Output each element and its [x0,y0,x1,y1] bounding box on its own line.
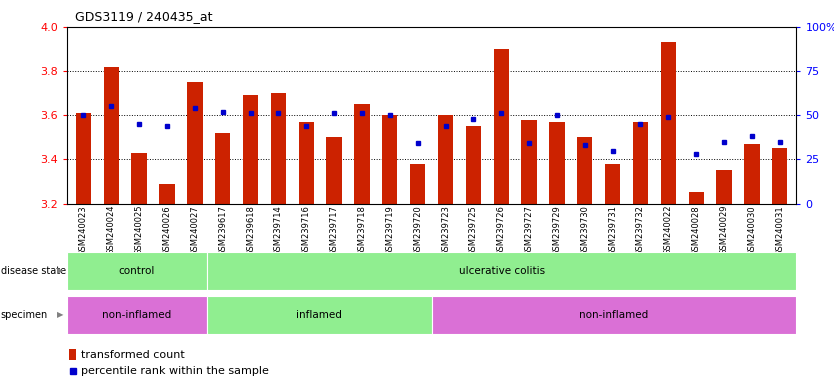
Bar [577,137,592,204]
Bar [187,82,203,204]
Bar [431,296,796,334]
Bar [132,153,147,204]
Text: disease state: disease state [1,266,66,276]
Bar [661,42,676,204]
Text: ▶: ▶ [57,310,63,319]
Bar [744,144,760,204]
Bar [494,49,509,204]
Bar [550,122,565,204]
Text: inflamed: inflamed [296,310,342,320]
Bar [326,137,342,204]
Bar [67,252,207,290]
Bar [207,252,796,290]
Bar [410,164,425,204]
Bar [67,296,207,334]
Text: transformed count: transformed count [81,349,185,359]
Bar [299,122,314,204]
Text: ▶: ▶ [57,266,63,275]
Bar [354,104,369,204]
Text: percentile rank within the sample: percentile rank within the sample [81,366,269,376]
Bar [521,119,537,204]
Text: non-inflamed: non-inflamed [580,310,649,320]
Bar [382,115,398,204]
Bar [271,93,286,204]
Bar [438,115,453,204]
Bar [159,184,174,204]
Text: non-inflamed: non-inflamed [103,310,172,320]
Bar [605,164,620,204]
Text: control: control [118,266,155,276]
Text: specimen: specimen [1,310,48,320]
Bar [633,122,648,204]
Bar [465,126,481,204]
Bar [76,113,91,204]
Bar [103,66,119,204]
Bar [689,192,704,204]
Text: GDS3119 / 240435_at: GDS3119 / 240435_at [75,10,213,23]
Bar [243,95,259,204]
Bar [68,349,76,360]
Text: ulcerative colitis: ulcerative colitis [459,266,545,276]
Bar [207,296,432,334]
Bar [772,148,787,204]
Bar [215,133,230,204]
Bar [716,170,731,204]
